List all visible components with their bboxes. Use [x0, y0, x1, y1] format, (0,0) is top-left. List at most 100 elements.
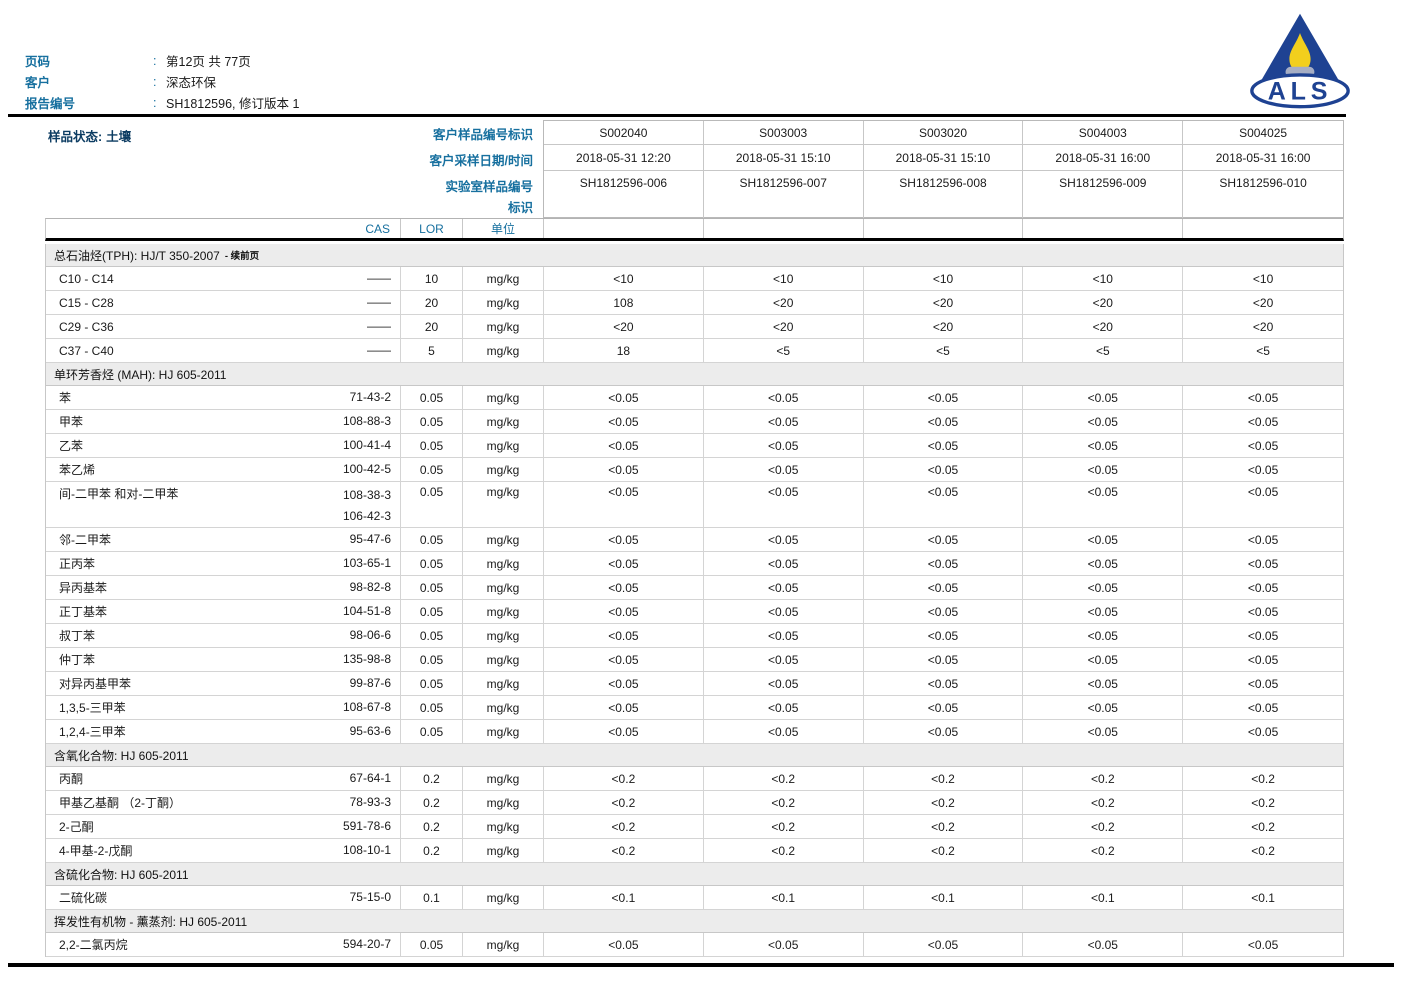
result-value: <0.2: [704, 839, 864, 862]
lor-value: 0.05: [401, 482, 463, 527]
field-label: 报告编号: [25, 97, 76, 111]
sample-state: 样品状态: 土壤: [48, 126, 131, 145]
als-logo-icon: ALS: [1250, 13, 1350, 109]
lab-sample-id-cell: SH1812596-008: [864, 171, 1024, 219]
result-value: <0.05: [1247, 724, 1279, 739]
analyte-cell: C15 - C28 ——: [46, 291, 401, 314]
section-header: 挥发性有机物 - 薰蒸剂: HJ 605-2011: [46, 910, 1343, 933]
lor-value: 0.05: [401, 696, 463, 719]
label-lab-sample-id: 实验室样品编号: [445, 180, 533, 194]
result-value: <0.05: [544, 720, 704, 743]
lor-value: 0.05: [401, 552, 463, 575]
result-value: <20: [704, 315, 864, 338]
unit-value: mg/kg: [463, 696, 544, 719]
result-value: <20: [1023, 291, 1184, 314]
cas-column-header: CAS: [46, 219, 401, 238]
analyte-cell: 邻-二甲苯 95-47-6: [46, 528, 401, 551]
result-value: <0.1: [544, 886, 704, 909]
results-table: 总石油烃(TPH): HJ/T 350-2007 - 续前页 C10 - C14 ——…: [45, 244, 1344, 957]
cas-number: 100-41-4: [342, 438, 391, 452]
unit-value: mg/kg: [463, 624, 544, 647]
table-row: 二硫化碳 75-15-0 0.1 mg/kg <0.1 <0.1 <0.1 <0.1 <0.1: [46, 886, 1343, 910]
lor-value: 0.2: [401, 791, 463, 814]
section-header: 含氧化合物: HJ 605-2011: [46, 744, 1343, 767]
sample-id-cell: S003003: [703, 121, 864, 145]
lab-sample-id-cell: SH1812596-010: [1219, 176, 1307, 190]
sample-datetime-cell: 2018-05-31 16:00: [1183, 145, 1343, 171]
result-value: <0.05: [1247, 438, 1279, 453]
section-header: 单环芳香烃 (MAH): HJ 605-2011: [46, 363, 1343, 386]
analyte-name: 仲丁苯: [59, 653, 96, 667]
table-row: 叔丁苯 98-06-6 0.05 mg/kg <0.05 <0.05 <0.05 <0.05 <…: [46, 624, 1343, 648]
result-value: <0.05: [1247, 414, 1279, 429]
column-subheader: CAS LOR 单位: [45, 218, 1344, 241]
result-value: <0.05: [864, 528, 1024, 551]
analyte-name: C29 - C36: [59, 319, 114, 334]
unit-value: mg/kg: [463, 933, 544, 956]
result-value: <20: [1023, 315, 1184, 338]
header-field-client: 客户 : 深态环保: [25, 71, 299, 92]
result-value: <0.05: [1023, 528, 1184, 551]
cas-number: 108-88-3: [342, 414, 391, 428]
result-value: <0.2: [1023, 839, 1184, 862]
cas-number: ——: [367, 343, 391, 357]
cas-number: 594-20-7: [342, 937, 391, 951]
result-value: <0.05: [864, 458, 1024, 481]
result-value: <0.05: [1023, 434, 1184, 457]
lor-value: 0.05: [401, 386, 463, 409]
sample-state-value: 土壤: [106, 130, 132, 144]
lor-column-header: LOR: [401, 219, 463, 238]
table-row: 苯 71-43-2 0.05 mg/kg <0.05 <0.05 <0.05 <0.05 <0.…: [46, 386, 1343, 410]
lor-value: 0.05: [401, 624, 463, 647]
table-row: 1,2,4-三甲苯 95-63-6 0.05 mg/kg <0.05 <0.05 <0.05…: [46, 720, 1343, 744]
result-value: <0.05: [1247, 652, 1279, 667]
result-value: <0.05: [864, 648, 1024, 671]
label-client-sample-id: 客户样品编号标识: [432, 128, 533, 142]
table-row: 间-二甲苯 和对-二甲苯 108-38-3 106-42-3 0.05 mg/kg <0.…: [46, 482, 1343, 528]
result-value: <0.1: [1251, 890, 1275, 905]
result-value: <0.2: [1251, 819, 1275, 834]
table-row: 甲基乙基酮 （2-丁酮） 78-93-3 0.2 mg/kg <0.2 <0.2 <0.2 <…: [46, 791, 1343, 815]
section-header: 总石油烃(TPH): HJ/T 350-2007 - 续前页: [46, 244, 1343, 267]
lor-value: 0.05: [401, 410, 463, 433]
unit-value: mg/kg: [463, 434, 544, 457]
sample-datetime-cell: 2018-05-31 16:00: [1023, 145, 1184, 171]
unit-value: mg/kg: [463, 815, 544, 838]
result-value: <0.05: [704, 410, 864, 433]
als-logo-text: ALS: [1268, 77, 1332, 105]
result-value: <0.2: [704, 791, 864, 814]
lor-value: 10: [401, 267, 463, 290]
result-value: <10: [1252, 271, 1274, 286]
result-value: <0.05: [704, 458, 864, 481]
result-value: <0.05: [864, 482, 1024, 527]
sample-id-cell: S003020: [863, 121, 1024, 145]
table-row: 邻-二甲苯 95-47-6 0.05 mg/kg <0.05 <0.05 <0.05 <0.0…: [46, 528, 1343, 552]
cas-number: 591-78-6: [342, 819, 391, 833]
result-value: 18: [544, 339, 704, 362]
result-value: <0.2: [544, 767, 704, 790]
subheader-blank-cell: [704, 219, 864, 238]
analyte-cell: 苯乙烯 100-42-5: [46, 458, 401, 481]
lab-sample-id-cell: SH1812596-006: [544, 171, 704, 219]
section-title: 含硫化合物: HJ 605-2011: [54, 867, 189, 882]
result-value: <0.2: [864, 791, 1024, 814]
result-value: <0.05: [544, 410, 704, 433]
result-value: <0.2: [1251, 843, 1275, 858]
table-row: C29 - C36 —— 20 mg/kg <20 <20 <20 <20 <20: [46, 315, 1343, 339]
result-value: <0.05: [704, 576, 864, 599]
result-value: <0.05: [864, 720, 1024, 743]
unit-value: mg/kg: [463, 482, 544, 527]
analyte-cell: 异丙基苯 98-82-8: [46, 576, 401, 599]
result-value: <20: [1252, 319, 1274, 334]
cas-number: 71-43-2: [349, 390, 391, 404]
unit-value: mg/kg: [463, 600, 544, 623]
result-value: <0.05: [704, 386, 864, 409]
result-value: <0.05: [1023, 386, 1184, 409]
analyte-cell: 正丁基苯 104-51-8: [46, 600, 401, 623]
analyte-name: 间-二甲苯 和对-二甲苯: [59, 487, 179, 501]
result-value: <0.05: [864, 696, 1024, 719]
result-value: <10: [704, 267, 864, 290]
analyte-name: 对异丙基甲苯: [59, 677, 132, 691]
unit-value: mg/kg: [463, 528, 544, 551]
